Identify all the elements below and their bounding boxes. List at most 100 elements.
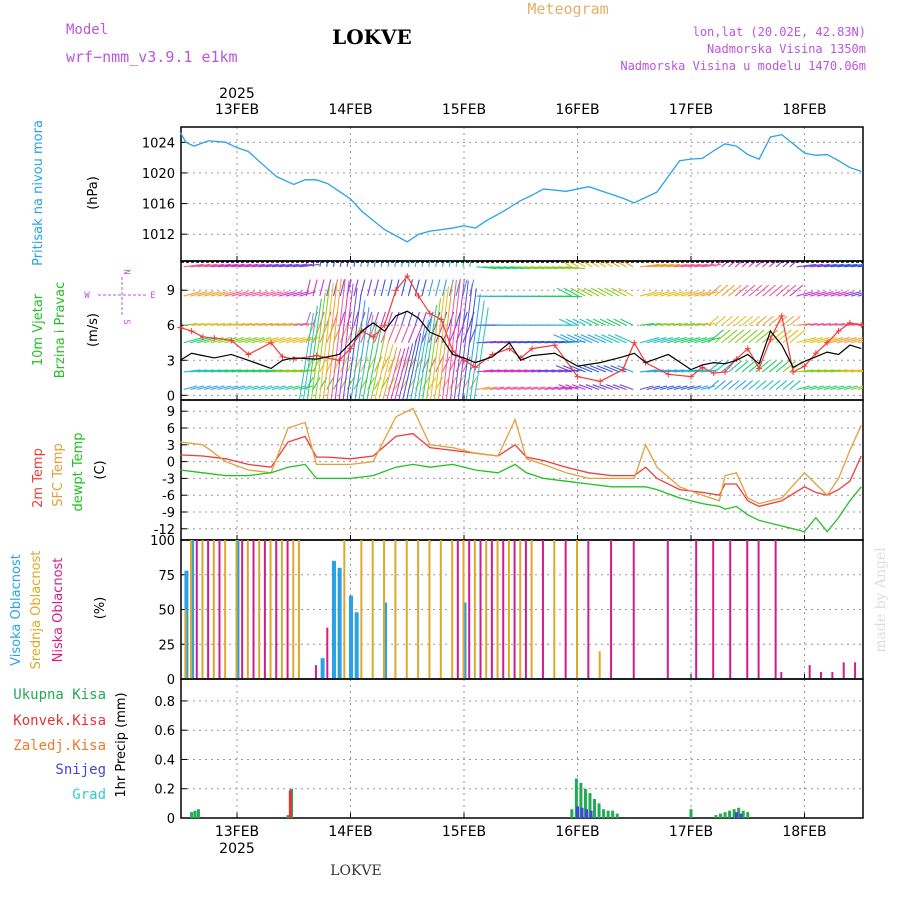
wind-arrow: [559, 318, 573, 326]
wind-arrow: [418, 312, 434, 400]
wind-arrow: [258, 263, 279, 268]
wind-arrow: [524, 266, 545, 270]
wind-arrow: [639, 322, 654, 326]
wind-arrow: [374, 340, 390, 400]
wind-arrow: [462, 279, 468, 297]
wind-arrow: [190, 291, 208, 297]
wind-arrow: [445, 278, 461, 400]
wind-arrow: [593, 318, 607, 326]
wind-arrow: [326, 324, 335, 343]
cloud-label-1: Visoka Oblacnost: [9, 554, 24, 666]
wind-arrow: [796, 385, 811, 391]
gust-marker: [529, 345, 536, 352]
high-cloud-bar: [337, 567, 342, 679]
wind-arrow: [857, 294, 863, 297]
wind-arrow: [428, 356, 437, 373]
wind-arrow: [354, 307, 370, 400]
wind-arrow: [265, 322, 280, 326]
year-bottom: 2025: [219, 841, 255, 857]
wind-arrow: [367, 311, 373, 326]
wind-arrow: [789, 284, 804, 297]
gust-marker: [744, 345, 751, 352]
wind-arrow: [224, 322, 239, 326]
wind-arrow: [734, 329, 751, 344]
low-cloud-bar: [729, 540, 732, 679]
wind-arrow: [476, 386, 491, 391]
mid-cloud-bar: [371, 540, 374, 679]
mid-cloud-bar: [485, 540, 488, 679]
wind-arrow: [414, 311, 421, 326]
wind-arrow: [197, 263, 218, 268]
precip-legend-graupel: Grad: [72, 787, 106, 803]
model-name: wrf−nmm_v3.9.1 e1km: [66, 48, 238, 66]
low-cloud-bar: [524, 540, 527, 679]
total-precip-bar: [196, 809, 200, 818]
wind-arrow: [490, 266, 511, 270]
wind-arrow: [373, 356, 383, 373]
wind-arrow: [332, 261, 336, 267]
panel-0: 1012 1016 1020 1024: [142, 126, 864, 262]
wind-arrow: [390, 348, 406, 400]
wind-arrow: [457, 283, 473, 400]
wind-arrow: [837, 291, 854, 297]
wind-arrow: [224, 263, 245, 268]
wind-arrow: [496, 386, 511, 391]
low-cloud-bar: [490, 540, 493, 679]
wind-arrow: [810, 263, 831, 268]
wind-arrow: [544, 369, 562, 373]
wind-arrow: [558, 384, 573, 391]
wind-arrow: [646, 291, 664, 297]
mid-cloud-bar: [280, 540, 283, 679]
wind-arrow: [653, 291, 671, 297]
wind-arrow: [707, 329, 724, 344]
wind-arrow: [407, 261, 410, 267]
low-cloud-bar: [513, 540, 516, 679]
wind-arrow: [265, 291, 282, 297]
wind-arrow: [231, 337, 251, 344]
wind-arrow: [714, 329, 731, 344]
wind-arrow: [373, 261, 376, 267]
wind-arrow: [258, 337, 279, 344]
wind-arrow: [667, 291, 684, 297]
wind-arrow: [755, 284, 770, 297]
wind-arrow: [272, 337, 292, 344]
wind-arrow: [190, 369, 208, 373]
wind-arrow: [816, 322, 831, 326]
total-precip-bar: [719, 813, 723, 818]
wind-arrow: [330, 278, 346, 400]
tick-label-y: 100: [150, 534, 175, 549]
mid-cloud-bar: [297, 540, 300, 679]
wind-arrow: [768, 329, 785, 344]
wind-arrow: [667, 263, 688, 268]
panel-2: -12 -9 -6 -30 3 6 9: [154, 399, 864, 541]
tick-label-y: 0.8: [154, 695, 175, 710]
wind-arrow: [599, 318, 613, 326]
low-cloud-bar: [479, 540, 482, 679]
low-cloud-bar: [808, 665, 811, 679]
wind-arrow: [251, 337, 272, 344]
wind-arrow: [796, 337, 817, 344]
wind-arrow: [483, 266, 504, 270]
gust-marker: [767, 336, 774, 343]
gust-marker: [347, 345, 354, 352]
gust-marker: [426, 310, 433, 317]
wind-arrow: [594, 334, 613, 344]
pressure-side-labels: Pritisak na nivou mora (hPa): [31, 120, 101, 266]
tick-label-y: 0: [167, 673, 175, 688]
wind-arrow: [210, 337, 231, 344]
wind-arrow: [621, 261, 634, 268]
wind-arrow: [762, 380, 774, 390]
low-cloud-bar: [564, 540, 567, 679]
wind-arrow: [796, 369, 814, 373]
wind-arrow: [721, 261, 730, 268]
wind-arrow: [667, 385, 681, 391]
wind-arrow: [639, 263, 660, 268]
wind-arrow: [285, 263, 306, 268]
gust-marker: [392, 287, 399, 294]
wind-arrow: [469, 261, 472, 267]
wind-arrow: [373, 311, 380, 326]
wind-arrow: [617, 287, 634, 297]
wind-arrow: [748, 380, 760, 390]
wind-arrow: [360, 261, 363, 267]
